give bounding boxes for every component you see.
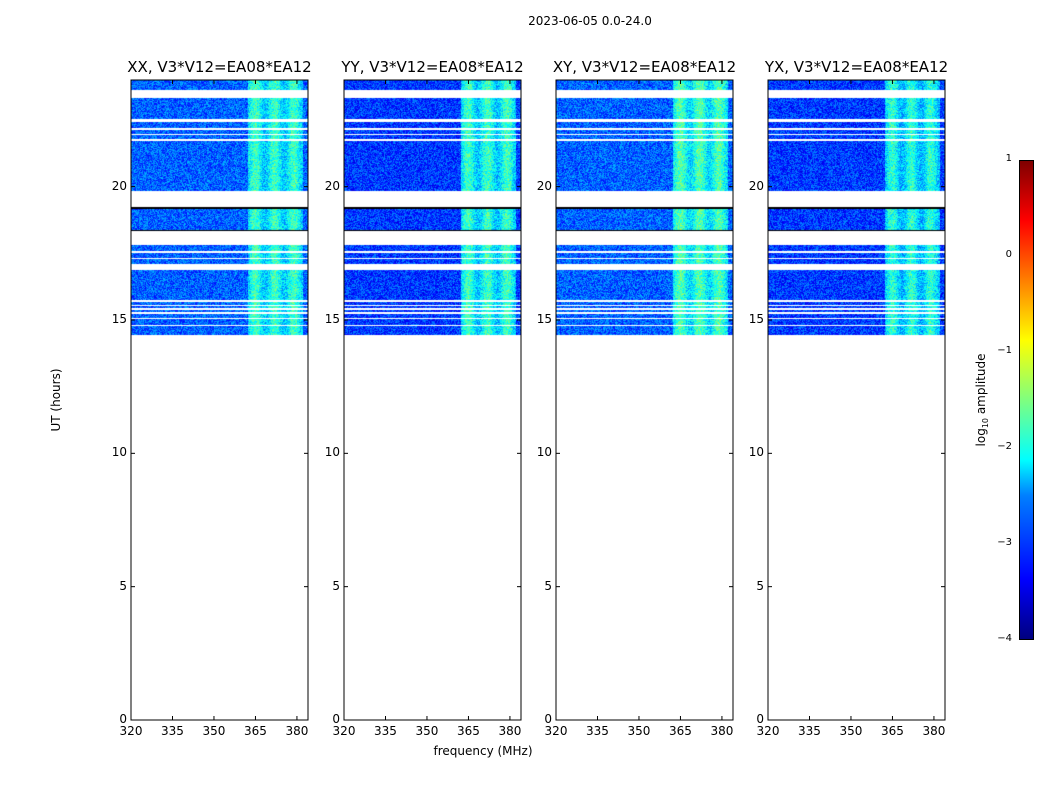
y-tick-label: 10 — [748, 445, 764, 460]
x-tick-label: 335 — [374, 724, 397, 738]
y-tick-label: 0 — [332, 712, 340, 726]
x-tick-label: 365 — [881, 724, 904, 738]
colorbar-tick-label: −3 — [997, 537, 1012, 548]
axes-frame — [130, 79, 309, 721]
y-tick-label: 0 — [119, 712, 127, 726]
y-tick-label: 5 — [544, 578, 552, 593]
colorbar-tick-label: −4 — [997, 633, 1012, 644]
panel-title: XY, V3*V12=EA08*EA12 — [552, 58, 737, 76]
waterfall-heatmap — [768, 80, 945, 720]
waterfall-heatmap — [131, 80, 308, 720]
y-tick-label: 20 — [748, 178, 764, 193]
panel-1: YY, V3*V12=EA08*EA12 320 335 350 365 380 0 5 10 1… — [325, 58, 524, 738]
colorbar-tick-label: −2 — [997, 441, 1012, 452]
panel-0: XX, V3*V12=EA08*EA12 320 335 350 365 380 0 5 10 1… — [112, 58, 312, 738]
y-tick-label: 5 — [332, 578, 340, 593]
colorbar-tick-label: 0 — [1005, 249, 1012, 260]
y-tick-label: 10 — [536, 445, 552, 460]
axes-frame — [555, 79, 734, 721]
y-tick-label: 5 — [119, 578, 127, 593]
y-tick-label: 10 — [111, 445, 127, 460]
y-tick-label: 20 — [536, 178, 552, 193]
x-tick-label: 335 — [586, 724, 609, 738]
y-tick-label: 20 — [111, 178, 127, 193]
axes-frame — [767, 79, 946, 721]
x-tick-label: 350 — [839, 724, 863, 738]
y-tick-label: 0 — [756, 712, 764, 726]
colorbar — [1019, 160, 1034, 640]
y-tick-label: 15 — [111, 312, 127, 326]
axes-frame — [343, 79, 522, 721]
x-axis-label: frequency (MHz) — [433, 744, 533, 758]
x-tick-label: 335 — [161, 724, 184, 738]
y-tick-label: 15 — [748, 312, 764, 326]
y-tick-label: 15 — [536, 312, 552, 326]
figure-title: 2023-06-05 0.0-24.0 — [528, 14, 652, 28]
x-tick-label: 365 — [669, 724, 692, 738]
x-tick-label: 350 — [627, 724, 651, 738]
colorbar-tick-label: 1 — [1005, 153, 1012, 164]
colorbar-tick-label: −1 — [997, 345, 1012, 356]
waterfall-heatmap — [556, 80, 733, 720]
colorbar-label-log: log — [973, 428, 988, 447]
x-tick-label: 335 — [798, 724, 821, 738]
x-tick-label: 365 — [244, 724, 267, 738]
colorbar-label: log10 amplitude — [974, 354, 990, 447]
x-tick-label: 320 — [332, 724, 356, 738]
colorbar-label-sub: 10 — [981, 417, 991, 429]
waterfall-heatmap — [344, 80, 521, 720]
x-tick-label: 350 — [202, 724, 226, 738]
y-axis-label: UT (hours) — [49, 368, 63, 432]
x-tick-label: 320 — [119, 724, 143, 738]
y-tick-label: 15 — [324, 312, 340, 326]
x-tick-label: 365 — [457, 724, 480, 738]
x-tick-label: 380 — [922, 724, 946, 738]
x-tick-label: 380 — [710, 724, 734, 738]
panel-title: XX, V3*V12=EA08*EA12 — [127, 58, 312, 76]
y-tick-label: 5 — [756, 578, 764, 593]
y-tick-label: 0 — [544, 712, 552, 726]
panel-3: YX, V3*V12=EA08*EA12 320 335 350 365 380 0 5 10 1… — [749, 58, 948, 738]
x-tick-label: 380 — [285, 724, 309, 738]
panel-2: XY, V3*V12=EA08*EA12 320 335 350 365 380 0 5 10 1… — [537, 58, 736, 738]
x-tick-label: 380 — [498, 724, 522, 738]
panel-title: YY, V3*V12=EA08*EA12 — [341, 58, 524, 76]
y-tick-label: 20 — [324, 178, 340, 193]
x-tick-label: 320 — [544, 724, 568, 738]
panel-title: YX, V3*V12=EA08*EA12 — [764, 58, 949, 76]
x-tick-label: 350 — [415, 724, 439, 738]
y-tick-label: 10 — [324, 445, 340, 460]
x-tick-label: 320 — [756, 724, 780, 738]
colorbar-label-rest: amplitude — [973, 353, 988, 418]
